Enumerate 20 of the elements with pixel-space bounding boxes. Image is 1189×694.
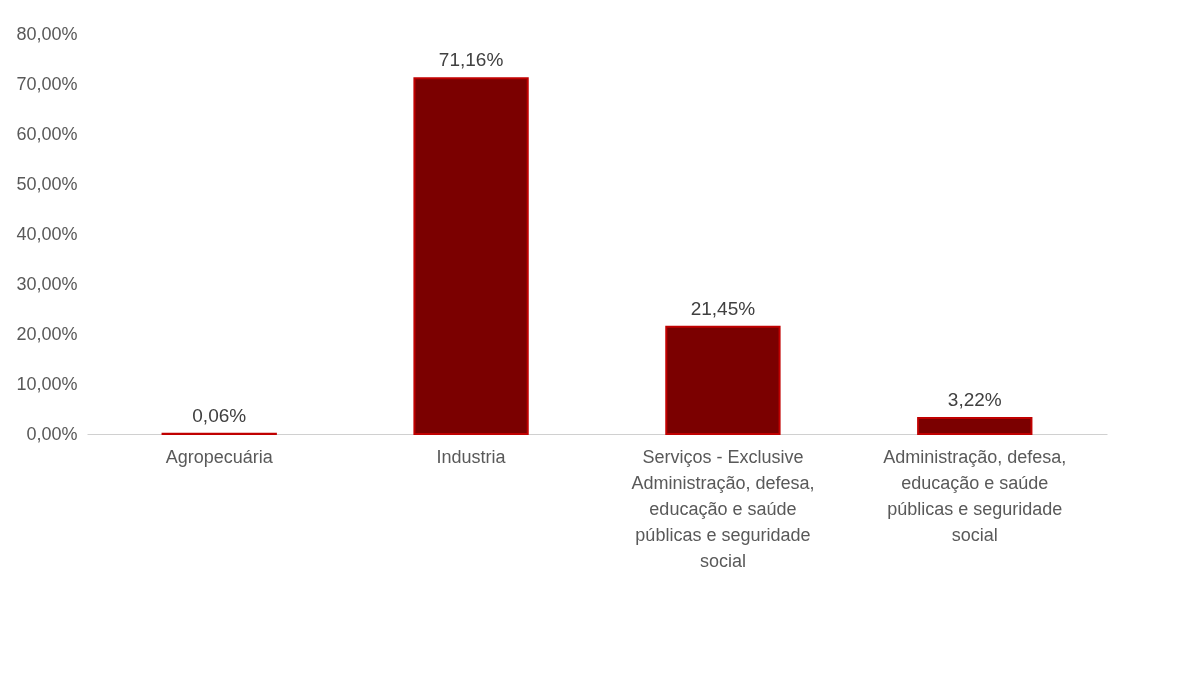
data-label: 71,16% bbox=[438, 49, 504, 71]
y-tick-label: 10,00% bbox=[16, 373, 78, 394]
bar bbox=[665, 325, 781, 435]
y-tick-label: 50,00% bbox=[16, 173, 78, 194]
data-label: 21,45% bbox=[690, 297, 756, 319]
x-tick-label: Serviços - Exclusive Administração, defesa, educação e saúde públicas e seguridade social bbox=[631, 447, 815, 571]
x-tick-label: Administração, defesa, educação e saúde públicas e seguridade social bbox=[883, 447, 1067, 545]
y-tick-label: 30,00% bbox=[16, 273, 78, 294]
bar bbox=[413, 77, 529, 435]
y-tick-label: 80,00% bbox=[16, 23, 78, 44]
y-tick-label: 0,00% bbox=[26, 423, 78, 444]
x-tick-label: Industria bbox=[436, 447, 507, 467]
y-tick-label: 70,00% bbox=[16, 73, 78, 94]
data-label: 0,06% bbox=[192, 404, 247, 426]
bar bbox=[917, 416, 1033, 435]
y-tick-label: 40,00% bbox=[16, 223, 78, 244]
data-label: 3,22% bbox=[947, 388, 1002, 410]
y-tick-label: 60,00% bbox=[16, 123, 78, 144]
y-tick-label: 20,00% bbox=[16, 323, 78, 344]
x-tick-label: Agropecuária bbox=[165, 447, 274, 467]
